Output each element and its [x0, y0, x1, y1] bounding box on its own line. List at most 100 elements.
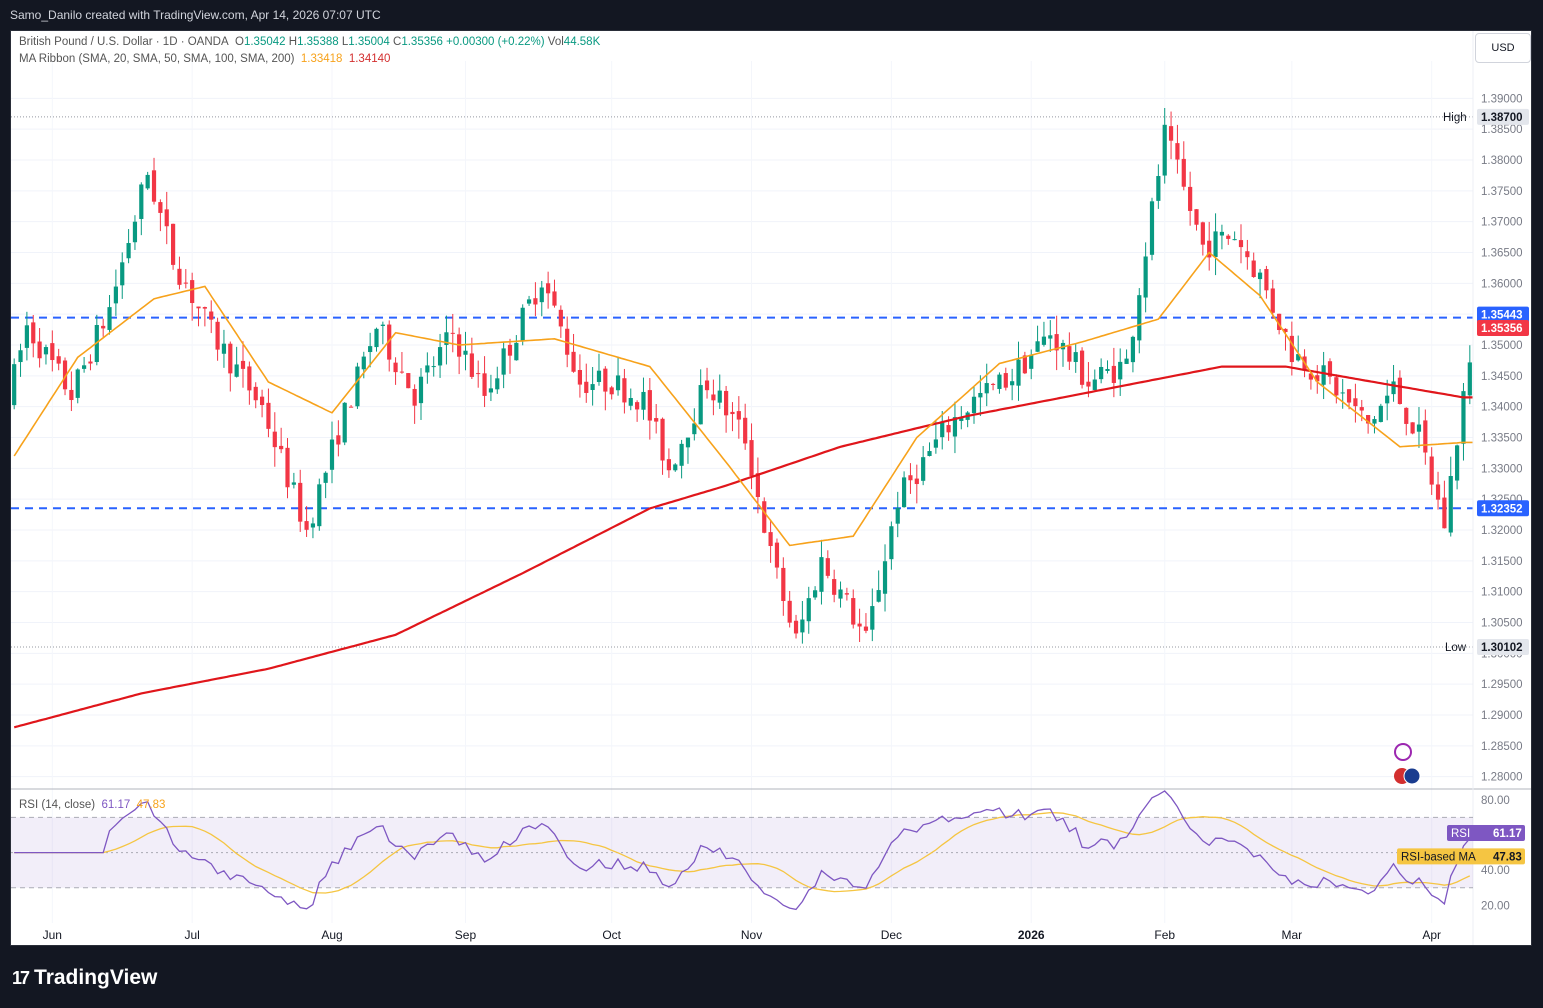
candle: [170, 223, 176, 270]
candle: [393, 357, 398, 385]
candle-body: [228, 343, 233, 374]
candle-body: [533, 298, 538, 305]
candle: [1175, 124, 1180, 174]
candle: [380, 321, 385, 345]
candle-body: [393, 362, 398, 373]
candle: [94, 314, 99, 366]
candle: [1194, 209, 1199, 231]
candle-body: [170, 223, 176, 265]
candle: [787, 590, 792, 628]
candle-body: [215, 321, 220, 350]
candle: [806, 586, 811, 634]
candle-body: [978, 392, 983, 398]
candle-body: [151, 170, 157, 202]
rsi-value: 61.17: [101, 799, 131, 811]
candle: [1238, 224, 1244, 264]
candle-body: [997, 374, 1002, 389]
candle-body: [870, 606, 875, 630]
candle: [1003, 367, 1008, 391]
candle-body: [1099, 366, 1104, 380]
candle-body: [139, 184, 144, 219]
tradingview-logo-icon: 17: [12, 967, 30, 988]
candle: [571, 333, 576, 373]
candle-body: [272, 431, 277, 448]
symbol-legend: British Pound / U.S. Dollar · 1D · OANDA…: [19, 36, 601, 48]
candle: [12, 358, 17, 410]
candle-body: [1391, 381, 1396, 395]
candle-body: [113, 286, 118, 304]
candle-body: [546, 283, 551, 294]
candle: [1022, 351, 1027, 375]
candle-body: [647, 390, 652, 421]
candle: [202, 306, 207, 327]
candle: [177, 256, 182, 290]
candle: [348, 405, 354, 408]
candle: [1207, 221, 1212, 271]
candle-body: [755, 473, 760, 498]
candle-body: [406, 373, 411, 389]
candle: [997, 372, 1002, 394]
candle: [1429, 447, 1434, 495]
candle-body: [641, 391, 646, 410]
candle: [145, 171, 150, 190]
candle: [832, 569, 837, 603]
candle: [819, 539, 824, 605]
candle-body: [1149, 201, 1155, 255]
candle-body: [37, 341, 42, 359]
candle: [1111, 347, 1116, 398]
tradingview-brand[interactable]: 17 TradingView: [12, 966, 157, 990]
candle: [323, 471, 328, 499]
candle-body: [209, 311, 214, 320]
candle: [247, 361, 252, 405]
candle: [1143, 242, 1148, 313]
close-value: 1.35356: [401, 36, 443, 48]
level-tag-lower: 1.32352: [1481, 503, 1523, 515]
candle: [253, 382, 258, 409]
rsi-tick-label: 80.00: [1481, 795, 1510, 807]
candle: [908, 463, 913, 494]
candle-body: [711, 394, 716, 401]
candle: [1213, 213, 1218, 276]
candle-body: [1308, 373, 1314, 380]
candle-body: [1385, 395, 1390, 404]
candle: [1105, 360, 1110, 374]
candle: [851, 589, 856, 629]
candle: [622, 368, 627, 414]
candle-body: [202, 307, 207, 309]
time-tick-label: Jul: [184, 928, 199, 942]
price-tick-label: 1.37000: [1481, 217, 1523, 229]
currency-button[interactable]: USD: [1475, 33, 1531, 63]
candle-body: [596, 370, 602, 382]
candle-body: [1238, 240, 1244, 248]
uk-flag-icon: [1403, 767, 1421, 785]
candle-body: [813, 590, 818, 598]
candle: [978, 375, 983, 417]
candle: [596, 353, 602, 386]
price-tick-label: 1.38500: [1481, 124, 1523, 136]
candle-body: [75, 369, 80, 398]
candle-body: [488, 388, 494, 393]
candle-body: [196, 306, 201, 309]
candle-body: [914, 478, 919, 485]
price-chart[interactable]: 1.280001.285001.290001.295001.300001.305…: [11, 31, 1531, 945]
candle-body: [323, 472, 328, 483]
candle: [1378, 403, 1383, 423]
candle: [476, 360, 481, 388]
rsi-tick-label: 40.00: [1481, 865, 1510, 877]
candle-body: [768, 532, 773, 547]
rsi-tag-bg: [1447, 824, 1525, 841]
symbol-title: British Pound / U.S. Dollar · 1D · OANDA: [19, 36, 229, 48]
candle: [1156, 164, 1161, 209]
candle-body: [609, 387, 614, 395]
credit-text: Samo_Danilo created with TradingView.com…: [10, 8, 381, 22]
candle-body: [921, 457, 926, 481]
candle-body: [1455, 445, 1460, 481]
chart-frame[interactable]: 1.280001.285001.290001.295001.300001.305…: [10, 30, 1532, 946]
candle: [660, 417, 665, 475]
candle: [1334, 374, 1339, 404]
candle-body: [635, 402, 640, 410]
candle: [838, 581, 843, 608]
candle: [952, 401, 958, 454]
candle-body: [1029, 354, 1034, 369]
candle: [1149, 197, 1155, 261]
